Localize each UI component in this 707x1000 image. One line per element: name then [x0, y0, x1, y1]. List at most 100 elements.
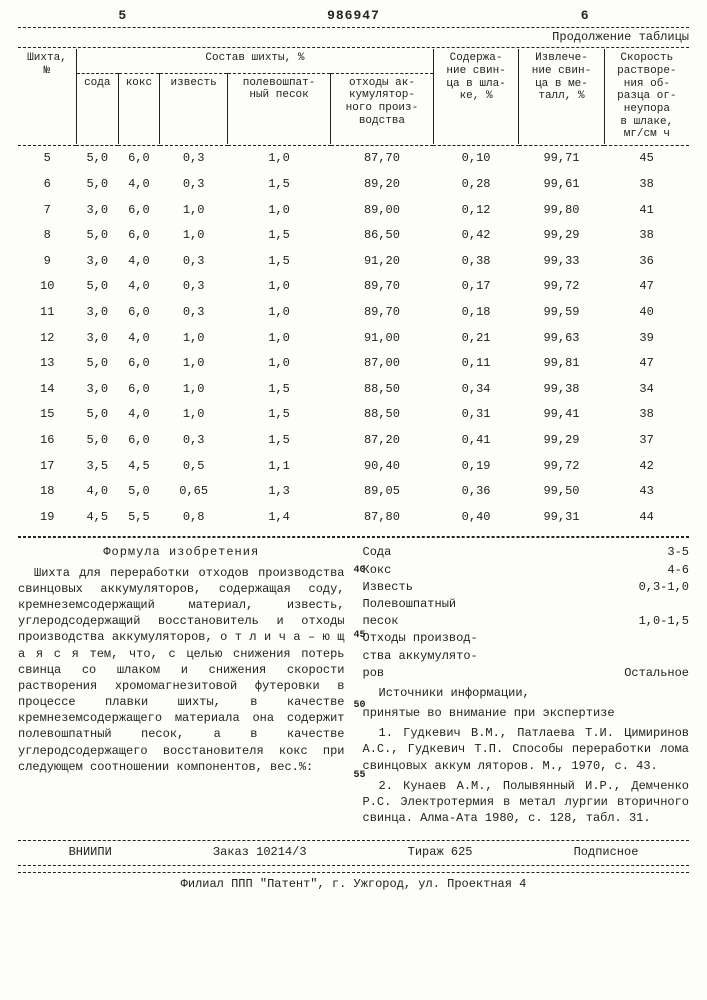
table-cell: 1,5 [228, 249, 331, 275]
formula-title: Формула изобретения [18, 544, 345, 560]
table-cell: 0,18 [433, 300, 518, 326]
claim-text: Шихта для переработки отходов про­изводс… [18, 565, 345, 775]
table-cell: 4,0 [76, 479, 118, 505]
ratio-value: 1,0-1,5 [560, 613, 689, 629]
ratio-value: Остальное [560, 665, 689, 681]
table-cell: 8 [18, 223, 76, 249]
table-cell: 1,0 [160, 326, 228, 352]
table-cell: 99,59 [519, 300, 604, 326]
table-cell: 89,00 [331, 198, 434, 224]
table-cell: 42 [604, 454, 689, 480]
table-cell: 39 [604, 326, 689, 352]
table-cell: 15 [18, 402, 76, 428]
ratio-label: Кокс [363, 562, 542, 578]
table-row: 155,04,01,01,588,500,3199,4138 [18, 402, 689, 428]
table-cell: 3,0 [76, 326, 118, 352]
ratio-label: ства аккумулято- [363, 648, 542, 664]
col-header-pesok: полевошпат-ный песок [228, 73, 331, 144]
table-cell: 38 [604, 223, 689, 249]
table-cell: 99,31 [519, 505, 604, 531]
table-cell: 4,0 [118, 249, 160, 275]
table-cell: 44 [604, 505, 689, 531]
table-cell: 99,61 [519, 172, 604, 198]
table-cell: 89,05 [331, 479, 434, 505]
table-cell: 0,40 [433, 505, 518, 531]
table-cell: 5,0 [118, 479, 160, 505]
table-cell: 34 [604, 377, 689, 403]
table-row: 105,04,00,31,089,700,1799,7247 [18, 274, 689, 300]
table-cell: 3,0 [76, 198, 118, 224]
table-cell: 99,29 [519, 428, 604, 454]
line-marker: 45 [354, 629, 366, 642]
table-cell: 0,38 [433, 249, 518, 275]
ratio-label: Полевошпатный [363, 596, 542, 612]
table-cell: 4,0 [118, 172, 160, 198]
table-cell: 87,20 [331, 428, 434, 454]
ratio-value: 4-6 [560, 562, 689, 578]
table-cell: 99,72 [519, 454, 604, 480]
col-header-soda: сода [76, 73, 118, 144]
table-cell: 0,19 [433, 454, 518, 480]
ratio-value: 0,3-1,0 [560, 579, 689, 595]
col-header-koks: кокс [118, 73, 160, 144]
data-table: Шихта,№ Состав шихты, % Содержа-ние свин… [18, 49, 689, 530]
table-cell: 3,0 [76, 377, 118, 403]
ratio-label: Сода [363, 544, 542, 560]
table-cell: 5,0 [76, 351, 118, 377]
table-row: 194,55,50,81,487,800,4099,3144 [18, 505, 689, 531]
table-cell: 0,3 [160, 146, 228, 172]
ratio-value [560, 648, 689, 664]
table-cell: 0,65 [160, 479, 228, 505]
table-cell: 0,3 [160, 274, 228, 300]
table-cell: 7 [18, 198, 76, 224]
left-column: Формула изобретения Шихта для переработк… [18, 544, 345, 830]
table-cell: 99,63 [519, 326, 604, 352]
table-cell: 1,0 [160, 198, 228, 224]
table-cell: 6,0 [118, 377, 160, 403]
table-cell: 1,0 [160, 402, 228, 428]
table-cell: 0,41 [433, 428, 518, 454]
table-cell: 5,0 [76, 274, 118, 300]
line-marker: 40 [354, 564, 366, 577]
table-row: 85,06,01,01,586,500,4299,2938 [18, 223, 689, 249]
table-cell: 0,11 [433, 351, 518, 377]
right-column: Сода3-5Кокс4-6Известь0,3-1,0Полевошпатны… [363, 544, 690, 830]
body-columns: 40 45 50 55 Формула изобретения Шихта дл… [18, 544, 689, 830]
source-2: 2. Кунаев А.М., Полывянный И.Р., Демченк… [363, 778, 690, 827]
table-cell: 1,0 [160, 223, 228, 249]
table-cell: 4,5 [118, 454, 160, 480]
col-num-right: 6 [581, 8, 589, 25]
table-row: 93,04,00,31,591,200,3899,3336 [18, 249, 689, 275]
table-cell: 5,0 [76, 428, 118, 454]
table-cell: 3,0 [76, 300, 118, 326]
table-row: 135,06,01,01,087,000,1199,8147 [18, 351, 689, 377]
patent-number: 986947 [327, 8, 380, 25]
page-header: 5 986947 6 [18, 8, 689, 25]
table-cell: 1,0 [228, 326, 331, 352]
table-row: 184,05,00,651,389,050,3699,5043 [18, 479, 689, 505]
table-cell: 86,50 [331, 223, 434, 249]
line-marker: 55 [354, 769, 366, 782]
table-cell: 5,5 [118, 505, 160, 531]
table-cell: 99,38 [519, 377, 604, 403]
sources-title: Источники информации, [363, 685, 690, 701]
col-header-izvest: известь [160, 73, 228, 144]
table-row: 113,06,00,31,089,700,1899,5940 [18, 300, 689, 326]
table-cell: 99,41 [519, 402, 604, 428]
table-cell: 88,50 [331, 402, 434, 428]
table-cell: 47 [604, 351, 689, 377]
table-cell: 5,0 [76, 146, 118, 172]
table-cell: 12 [18, 326, 76, 352]
footer-filial: Филиал ППП "Патент", г. Ужгород, ул. Про… [18, 872, 689, 893]
table-cell: 99,50 [519, 479, 604, 505]
table-cell: 0,31 [433, 402, 518, 428]
table-cell: 99,29 [519, 223, 604, 249]
table-cell: 0,3 [160, 428, 228, 454]
table-row: 65,04,00,31,589,200,2899,6138 [18, 172, 689, 198]
table-cell: 40 [604, 300, 689, 326]
col-header-shlak: Содержа-ние свин-ца в шла-ке, % [433, 49, 518, 143]
table-row: 143,06,01,01,588,500,3499,3834 [18, 377, 689, 403]
table-cell: 43 [604, 479, 689, 505]
table-cell: 4,0 [118, 274, 160, 300]
ratio-label: Известь [363, 579, 542, 595]
